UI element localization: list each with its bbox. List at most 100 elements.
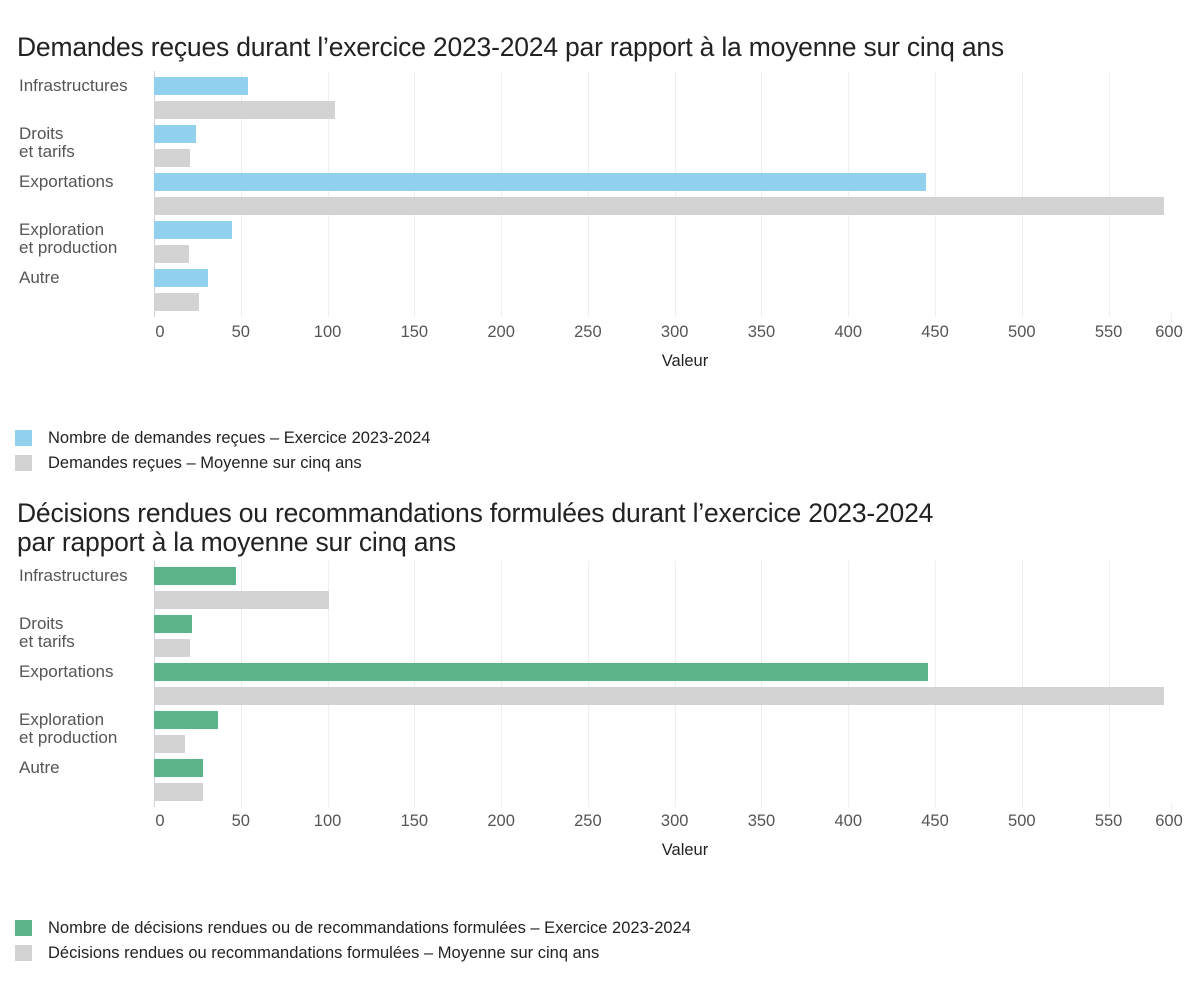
x-tick-label: 200 bbox=[487, 323, 515, 341]
gridline bbox=[1171, 313, 1172, 323]
gridline bbox=[1108, 561, 1110, 807]
category-label: Autre bbox=[19, 268, 60, 287]
x-tick-label: 150 bbox=[400, 812, 429, 830]
category-label: Infrastructures bbox=[19, 566, 128, 585]
x-tick-label: 600 bbox=[1155, 323, 1183, 341]
x-tick-label: 450 bbox=[921, 812, 949, 830]
bar-average[interactable] bbox=[154, 245, 189, 263]
y-axis-line bbox=[154, 71, 155, 317]
gridline bbox=[327, 561, 329, 807]
bar-current[interactable] bbox=[154, 221, 233, 239]
category-label: Droits et tarifs bbox=[19, 614, 75, 651]
bar-average[interactable] bbox=[154, 293, 200, 311]
bar-average[interactable] bbox=[154, 639, 191, 657]
legend-item-current[interactable]: Nombre de décisions rendues ou de recomm… bbox=[15, 919, 691, 937]
gridline bbox=[587, 71, 589, 317]
chart-demandes-recues: Demandes reçues durant l’exercice 2023-2… bbox=[0, 0, 1200, 480]
legend-label: Nombre de demandes reçues – Exercice 202… bbox=[48, 428, 431, 447]
gridline bbox=[240, 561, 242, 807]
chart-title: Décisions rendues ou recommandations for… bbox=[17, 499, 933, 557]
legend-label: Demandes reçues – Moyenne sur cinq ans bbox=[48, 453, 362, 472]
chart-title-line1: Décisions rendues ou recommandations for… bbox=[17, 498, 934, 528]
gridline bbox=[1108, 71, 1110, 317]
gridline bbox=[848, 71, 850, 317]
gridline bbox=[240, 71, 242, 317]
x-tick-label: 400 bbox=[834, 323, 862, 341]
bar-current[interactable] bbox=[154, 567, 236, 585]
bar-current[interactable] bbox=[154, 77, 248, 95]
category-label: Exportations bbox=[19, 662, 114, 681]
x-tick-label: 350 bbox=[747, 323, 776, 341]
category-label: Exploration et production bbox=[19, 220, 118, 257]
x-tick-label: 550 bbox=[1094, 323, 1123, 341]
chart-decisions-rendues: Décisions rendues ou recommandations for… bbox=[0, 490, 1200, 980]
x-tick-label: 150 bbox=[400, 323, 429, 341]
legend-swatch-grey bbox=[15, 945, 32, 961]
gridline bbox=[935, 561, 937, 807]
x-tick-label: 200 bbox=[487, 812, 515, 830]
bar-average[interactable] bbox=[154, 101, 335, 119]
bar-current[interactable] bbox=[154, 711, 219, 729]
gridline bbox=[761, 71, 763, 317]
bar-average[interactable] bbox=[154, 149, 191, 167]
x-tick-label: 50 bbox=[231, 812, 250, 830]
gridline bbox=[501, 71, 503, 317]
legend-item-average[interactable]: Décisions rendues ou recommandations for… bbox=[15, 944, 599, 962]
legend-swatch-blue bbox=[15, 430, 32, 446]
bar-average[interactable] bbox=[154, 591, 330, 609]
bar-current[interactable] bbox=[154, 663, 929, 681]
x-tick-label: 0 bbox=[155, 812, 165, 830]
x-tick-label: 400 bbox=[834, 812, 862, 830]
gridline bbox=[848, 561, 850, 807]
x-tick-label: 300 bbox=[660, 323, 689, 341]
legend-item-current[interactable]: Nombre de demandes reçues – Exercice 202… bbox=[15, 429, 430, 447]
category-label: Exploration et production bbox=[19, 710, 118, 747]
bar-average[interactable] bbox=[154, 197, 1165, 215]
x-tick-label: 300 bbox=[660, 812, 689, 830]
chart-title-line2: par rapport à la moyenne sur cinq ans bbox=[17, 527, 456, 557]
category-label: Autre bbox=[19, 758, 60, 777]
gridline bbox=[1021, 71, 1023, 317]
x-axis-label: Valeur bbox=[661, 352, 709, 370]
legend-label: Décisions rendues ou recommandations for… bbox=[48, 943, 600, 962]
bar-average[interactable] bbox=[154, 687, 1165, 705]
bar-average[interactable] bbox=[154, 735, 186, 753]
x-tick-label: 500 bbox=[1008, 323, 1036, 341]
gridline bbox=[587, 561, 589, 807]
legend-swatch-green bbox=[15, 920, 32, 936]
gridline bbox=[674, 561, 676, 807]
legend-swatch-grey bbox=[15, 455, 32, 471]
gridline bbox=[761, 561, 763, 807]
chart-title-line1: Demandes reçues durant l’exercice 2023-2… bbox=[17, 32, 1004, 62]
bar-average[interactable] bbox=[154, 783, 203, 801]
x-tick-label: 350 bbox=[747, 812, 776, 830]
x-tick-label: 250 bbox=[574, 323, 602, 341]
bar-current[interactable] bbox=[154, 173, 927, 191]
gridline bbox=[414, 561, 416, 807]
gridline bbox=[935, 71, 937, 317]
bar-current[interactable] bbox=[154, 269, 208, 287]
category-label: Infrastructures bbox=[19, 76, 128, 95]
y-axis-line bbox=[154, 561, 155, 807]
plot-area bbox=[154, 71, 1194, 323]
x-tick-label: 50 bbox=[231, 323, 250, 341]
gridline bbox=[327, 71, 329, 317]
bar-current[interactable] bbox=[154, 615, 193, 633]
bar-current[interactable] bbox=[154, 125, 196, 143]
x-tick-label: 550 bbox=[1094, 812, 1123, 830]
x-tick-label: 450 bbox=[921, 323, 949, 341]
x-tick-label: 250 bbox=[574, 812, 602, 830]
gridline bbox=[1021, 561, 1023, 807]
gridline bbox=[1171, 803, 1172, 813]
x-tick-label: 600 bbox=[1155, 812, 1183, 830]
x-tick-label: 100 bbox=[313, 323, 342, 341]
legend-label: Nombre de décisions rendues ou de recomm… bbox=[48, 918, 691, 937]
gridline bbox=[501, 561, 503, 807]
category-label: Droits et tarifs bbox=[19, 124, 75, 161]
bar-current[interactable] bbox=[154, 759, 203, 777]
plot-area bbox=[154, 561, 1194, 813]
x-tick-label: 0 bbox=[155, 323, 165, 341]
x-tick-label: 500 bbox=[1008, 812, 1036, 830]
chart-title: Demandes reçues durant l’exercice 2023-2… bbox=[17, 33, 1004, 62]
legend-item-average[interactable]: Demandes reçues – Moyenne sur cinq ans bbox=[15, 454, 362, 472]
